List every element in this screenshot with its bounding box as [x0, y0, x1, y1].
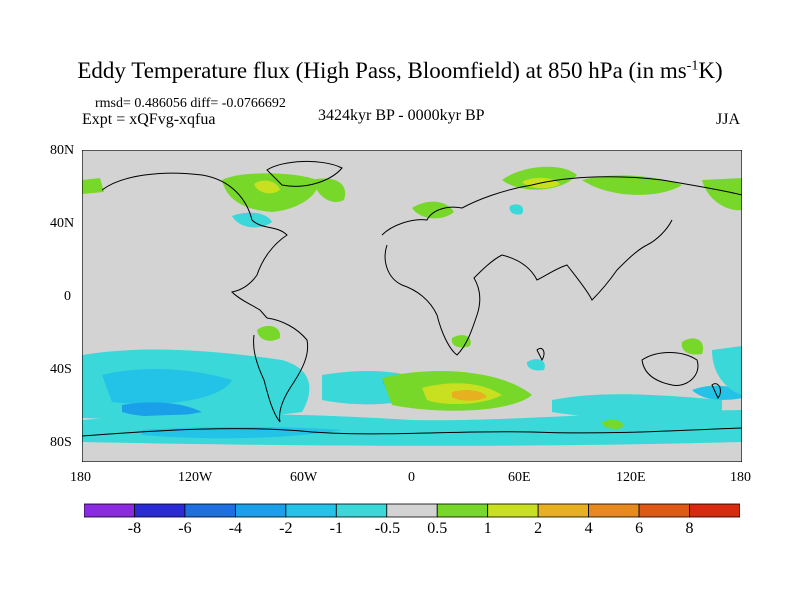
- colorbar-swatch: [588, 503, 640, 518]
- y-tick-label: 80S: [50, 435, 72, 450]
- y-tick-label: 0: [64, 289, 71, 304]
- colorbar-label: 2: [534, 520, 543, 537]
- stats-label: rmsd= 0.486056 diff= -0.0766692: [95, 96, 286, 111]
- x-tick-label: 60E: [508, 470, 531, 485]
- colorbar-swatch: [689, 503, 740, 518]
- experiment-label: Expt = xQFvg-xqfua: [82, 111, 216, 128]
- colorbar-swatch: [285, 503, 337, 518]
- colorbar-swatch: [537, 503, 590, 518]
- y-tick-label: 40N: [50, 216, 75, 231]
- colorbar-label: 0.5: [427, 520, 448, 537]
- x-tick-label: 0: [408, 470, 415, 485]
- colorbar-label: -8: [127, 520, 142, 537]
- colorbar-swatch: [234, 503, 287, 518]
- period-label: 3424kyr BP - 0000kyr BP: [318, 107, 485, 124]
- colorbar: [84, 503, 740, 518]
- chart-title: Eddy Temperature flux (High Pass, Bloomf…: [77, 58, 723, 83]
- world-map: [82, 150, 742, 462]
- colorbar-swatch: [184, 503, 236, 518]
- x-tick-label: 60W: [290, 470, 318, 485]
- colorbar-swatch: [386, 503, 438, 518]
- x-tick-label: 120W: [178, 470, 213, 485]
- colorbar-swatch: [84, 503, 135, 518]
- x-tick-label: 180: [730, 470, 751, 485]
- colorbar-label: -4: [228, 520, 243, 537]
- colorbar-label: -6: [178, 520, 192, 537]
- y-tick-label: 80N: [50, 143, 75, 158]
- colorbar-label: 6: [635, 520, 644, 537]
- colorbar-label: 1: [483, 520, 492, 537]
- coastlines: [82, 160, 742, 437]
- colorbar-label: -1: [329, 520, 343, 537]
- colorbar-swatch: [487, 503, 539, 518]
- x-tick-label: 180: [70, 470, 91, 485]
- colorbar-label: -2: [279, 520, 293, 537]
- colorbar-label: -0.5: [374, 520, 401, 537]
- colorbar-swatch: [638, 503, 690, 518]
- x-tick-label: 120E: [616, 470, 646, 485]
- colorbar-label: 4: [584, 520, 593, 537]
- y-tick-label: 40S: [50, 362, 72, 377]
- colorbar-swatch: [436, 503, 489, 518]
- colorbar-label: 8: [685, 520, 694, 537]
- season-label: JJA: [716, 111, 741, 128]
- colorbar-swatch: [335, 503, 388, 518]
- colorbar-swatch: [134, 503, 186, 518]
